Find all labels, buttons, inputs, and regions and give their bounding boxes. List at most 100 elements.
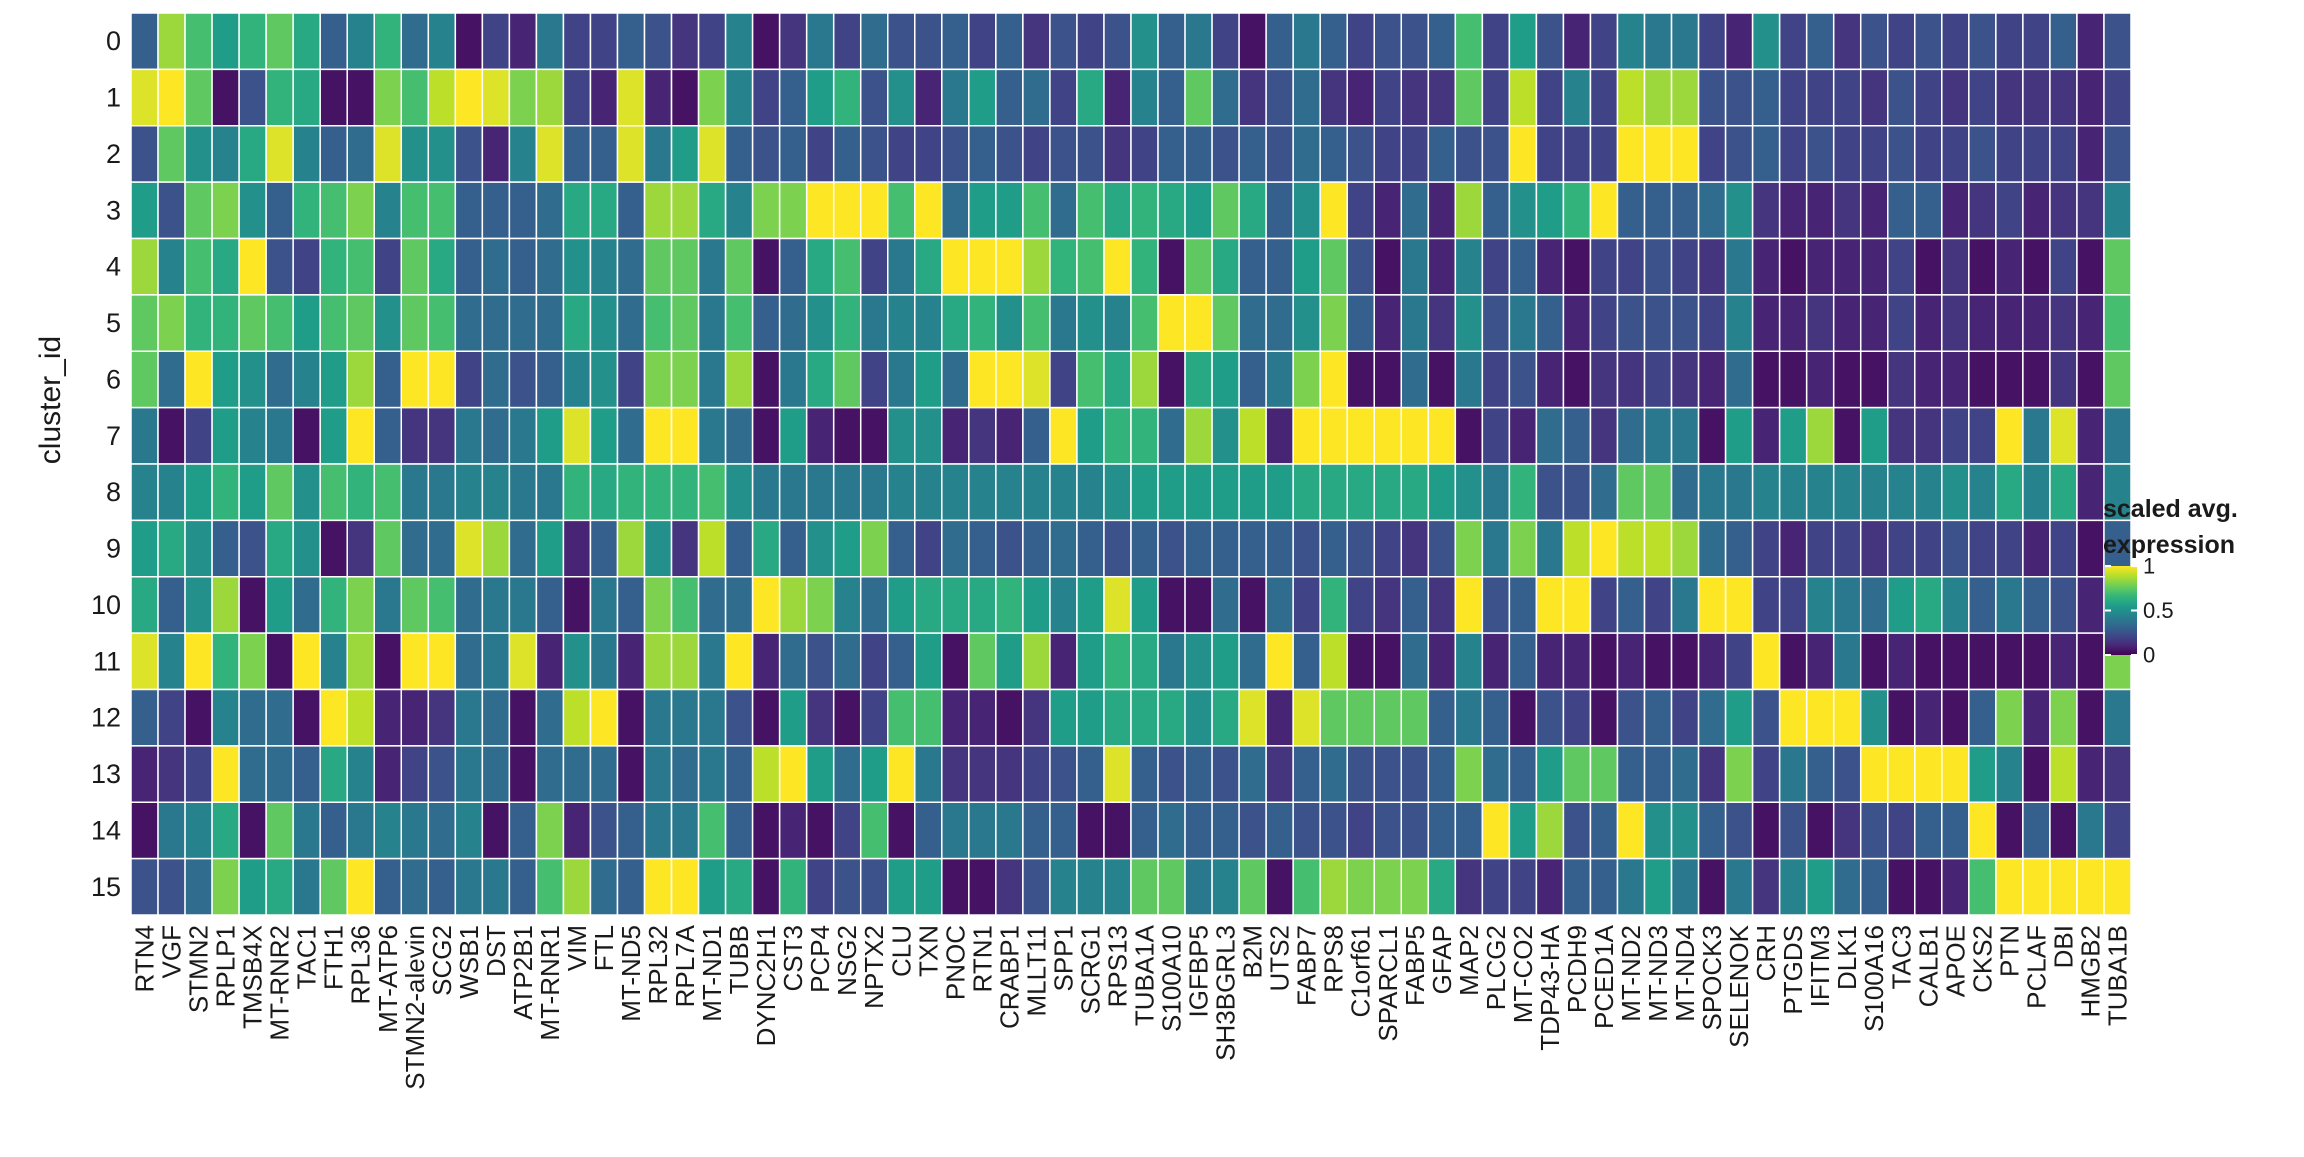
heatmap-cell bbox=[1805, 125, 1835, 183]
heatmap-cell bbox=[1832, 576, 1862, 634]
heatmap-cell bbox=[1346, 125, 1375, 183]
heatmap-cell bbox=[1346, 632, 1375, 691]
heatmap-cell bbox=[535, 857, 565, 916]
heatmap-cell bbox=[1887, 12, 1916, 71]
heatmap-cell bbox=[400, 519, 430, 578]
heatmap-cell bbox=[1589, 12, 1619, 71]
heatmap-cell bbox=[1319, 463, 1348, 522]
heatmap-cell bbox=[751, 237, 781, 296]
x-tick-label: PTN bbox=[1994, 925, 2024, 977]
heatmap-cell bbox=[968, 237, 997, 296]
heatmap-cell bbox=[562, 406, 592, 465]
heatmap-cell bbox=[1589, 519, 1619, 578]
heatmap-cell bbox=[1616, 801, 1646, 860]
heatmap-cell bbox=[995, 519, 1024, 578]
heatmap-cell bbox=[995, 125, 1024, 183]
heatmap-cell bbox=[995, 350, 1024, 409]
heatmap-cell bbox=[751, 632, 781, 691]
heatmap-cell bbox=[1427, 857, 1457, 916]
heatmap-cell bbox=[1859, 857, 1889, 916]
heatmap-cell bbox=[1859, 745, 1889, 804]
legend-ticks: 10.50 bbox=[2105, 554, 2174, 668]
heatmap-cell bbox=[1968, 576, 1997, 634]
heatmap-cell bbox=[914, 519, 943, 578]
heatmap-cell bbox=[697, 406, 727, 465]
heatmap-cell bbox=[130, 125, 159, 183]
heatmap-cell bbox=[1914, 463, 1943, 522]
heatmap-cell bbox=[562, 294, 592, 353]
heatmap-cell bbox=[778, 745, 808, 804]
heatmap-cell bbox=[400, 801, 430, 860]
heatmap-cell bbox=[778, 12, 808, 71]
heatmap-cell bbox=[1157, 12, 1186, 71]
heatmap-cell bbox=[1400, 68, 1430, 127]
x-tick-label: SH3BGRL3 bbox=[1211, 925, 1241, 1061]
heatmap-cell bbox=[859, 463, 889, 522]
heatmap-cell bbox=[914, 294, 943, 353]
x-tick-label: TUBA1B bbox=[2102, 925, 2132, 1026]
heatmap-cell bbox=[589, 801, 619, 860]
heatmap-cell bbox=[914, 125, 943, 183]
heatmap-cell bbox=[1130, 12, 1159, 71]
heatmap-cell bbox=[1265, 350, 1294, 409]
heatmap-cell bbox=[1887, 576, 1916, 634]
heatmap-cell bbox=[968, 12, 997, 71]
heatmap-cell bbox=[1670, 237, 1700, 296]
heatmap-cell bbox=[1373, 519, 1403, 578]
heatmap-cell bbox=[724, 688, 754, 747]
heatmap-cell bbox=[1751, 12, 1781, 71]
heatmap-cell bbox=[535, 181, 565, 240]
heatmap-cell bbox=[1778, 12, 1808, 71]
heatmap-cell bbox=[157, 745, 186, 804]
heatmap-cell bbox=[2076, 463, 2105, 522]
heatmap-cell bbox=[1751, 745, 1781, 804]
heatmap-cell bbox=[1697, 12, 1727, 71]
heatmap-cell bbox=[697, 632, 727, 691]
heatmap-cell bbox=[184, 632, 213, 691]
heatmap-cell bbox=[589, 688, 619, 747]
heatmap-cell bbox=[887, 406, 916, 465]
heatmap-cell bbox=[1589, 294, 1619, 353]
heatmap-cell bbox=[1022, 181, 1051, 240]
x-tick-labels: RTN4VGFSTMN2RPLP1TMSB4XMT-RNR2TAC1FTH1RP… bbox=[130, 924, 2133, 1089]
x-tick-label: FABP7 bbox=[1292, 925, 1322, 1006]
heatmap-cell bbox=[211, 801, 240, 860]
heatmap-cell bbox=[941, 12, 970, 71]
heatmap-cell bbox=[1292, 745, 1321, 804]
heatmap-cell bbox=[643, 406, 673, 465]
heatmap-cell bbox=[887, 463, 916, 522]
heatmap-cell bbox=[1184, 12, 1213, 71]
x-tick-label: TUBA1A bbox=[1130, 924, 1160, 1026]
heatmap-cell bbox=[1130, 181, 1159, 240]
heatmap-cell bbox=[238, 632, 267, 691]
heatmap-cell bbox=[319, 12, 348, 71]
heatmap-cell bbox=[1968, 237, 1997, 296]
heatmap-cell bbox=[1454, 12, 1484, 71]
y-tick-label: 0 bbox=[106, 26, 121, 56]
heatmap-cell bbox=[1427, 632, 1457, 691]
heatmap-cell bbox=[1778, 294, 1808, 353]
heatmap-cell bbox=[670, 632, 700, 691]
heatmap-cell bbox=[778, 406, 808, 465]
heatmap-cell bbox=[914, 576, 943, 634]
heatmap-cell bbox=[1022, 519, 1051, 578]
heatmap-cell bbox=[616, 125, 646, 183]
heatmap-cell bbox=[778, 237, 808, 296]
heatmap-cell bbox=[832, 688, 862, 747]
heatmap-cell bbox=[562, 519, 592, 578]
heatmap-cell bbox=[157, 519, 186, 578]
heatmap-cell bbox=[1211, 68, 1240, 127]
heatmap-cell bbox=[1724, 801, 1754, 860]
heatmap-cell bbox=[1238, 125, 1267, 183]
heatmap-cell bbox=[1427, 181, 1457, 240]
heatmap-cell bbox=[887, 519, 916, 578]
heatmap-cell bbox=[1346, 857, 1375, 916]
heatmap-cell bbox=[887, 294, 916, 353]
heatmap-cell bbox=[1211, 294, 1240, 353]
heatmap-cell bbox=[1130, 237, 1159, 296]
heatmap-cell bbox=[1346, 463, 1375, 522]
heatmap-cell bbox=[562, 463, 592, 522]
heatmap-cell bbox=[1049, 406, 1078, 465]
heatmap-cell bbox=[805, 68, 835, 127]
heatmap-cell bbox=[1643, 125, 1673, 183]
